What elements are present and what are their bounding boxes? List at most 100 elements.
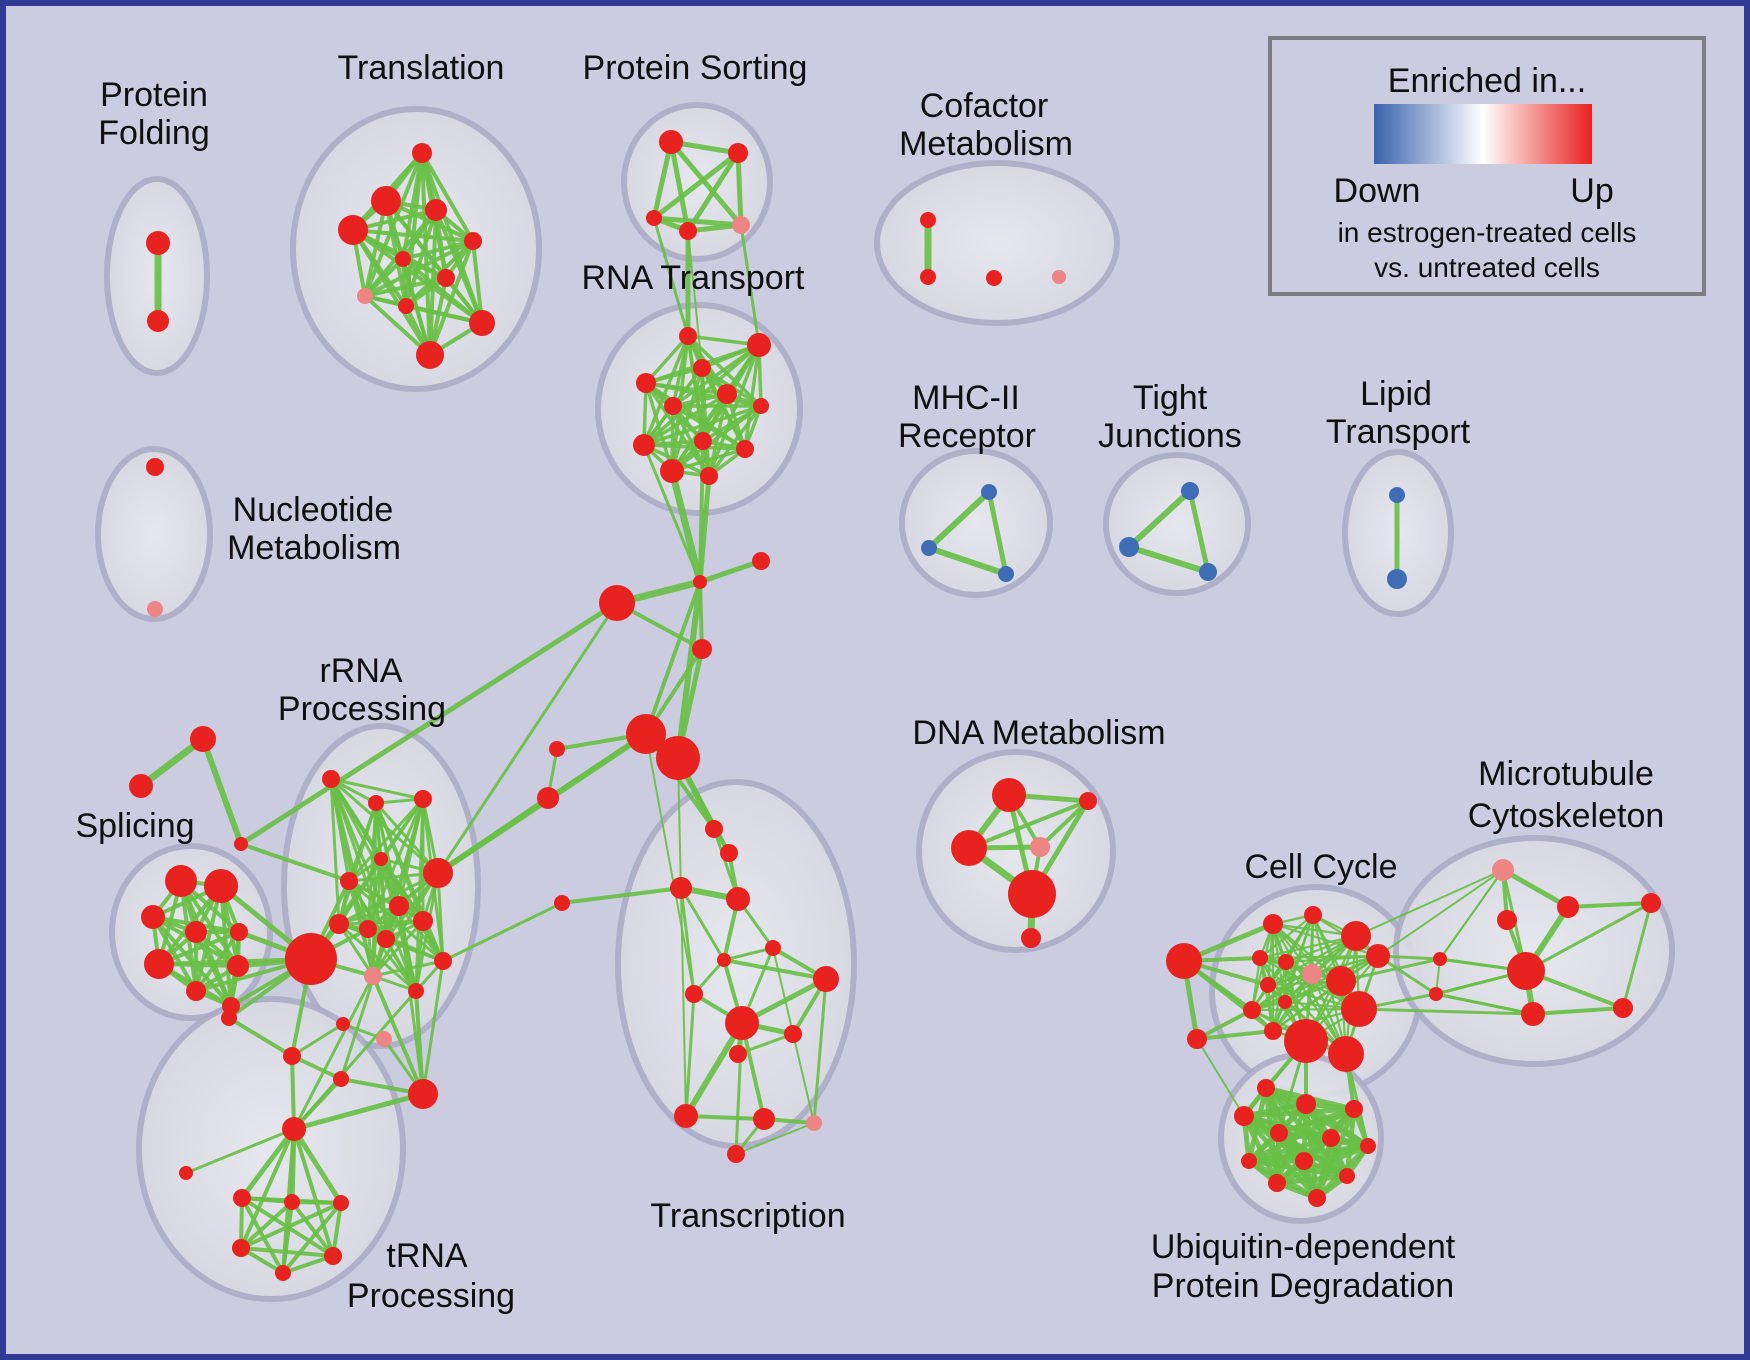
- gene-set-node-cell-cycle: [1260, 977, 1276, 993]
- gene-set-node-connector: [537, 787, 559, 809]
- gene-set-node-ubiquitin-dependent-protein-degradation: [1270, 1124, 1288, 1142]
- gene-set-node-rrna-processing: [322, 770, 340, 788]
- gene-set-node-cell-cycle: [1252, 950, 1268, 966]
- gene-set-node-ubiquitin-dependent-protein-degradation: [1296, 1094, 1316, 1114]
- network-edge: [926, 545, 1009, 577]
- network-edge: [560, 886, 683, 905]
- network-edge: [290, 1022, 345, 1058]
- network-edge: [292, 1127, 335, 1258]
- cluster-label-splicing: Splicing: [75, 807, 194, 845]
- network-edge: [1187, 488, 1211, 575]
- network-edge: [734, 1021, 744, 1156]
- network-edge: [151, 915, 233, 1008]
- gene-set-node-rna-transport: [753, 398, 769, 414]
- gene-set-node-rna-transport: [717, 384, 737, 404]
- gene-set-node-dna-metabolism: [1079, 792, 1097, 810]
- network-edge: [712, 827, 740, 901]
- network-edge: [1274, 1173, 1350, 1186]
- network-edge: [644, 381, 763, 408]
- network-edge: [670, 447, 747, 473]
- network-edge: [414, 919, 425, 993]
- gene-set-node-rrna-processing: [423, 858, 453, 888]
- gene-set-node-microtubule-cytoskeleton: [1641, 893, 1661, 913]
- gene-set-node-microtubule-cytoskeleton: [1557, 896, 1579, 918]
- gene-set-node-transcription: [765, 940, 781, 956]
- gene-set-node-cell-cycle: [1341, 921, 1371, 951]
- gene-set-node-rna-transport: [700, 467, 718, 485]
- gene-set-node-protein-folding: [147, 310, 169, 332]
- cluster-label-rrna-processing: Processing: [278, 690, 446, 728]
- gene-set-node-ubiquitin-dependent-protein-degradation: [1345, 1100, 1363, 1118]
- gene-set-node-connector: [190, 726, 216, 752]
- network-edge: [677, 757, 687, 1117]
- network-edge: [337, 919, 425, 926]
- network-edge: [1182, 959, 1275, 1033]
- legend-subtitle-line1: in estrogen-treated cells: [1337, 217, 1637, 248]
- network-edge: [184, 1127, 296, 1175]
- gene-set-node-ubiquitin-dependent-protein-degradation: [1257, 1079, 1275, 1097]
- network-edge: [1566, 901, 1653, 909]
- gene-set-node-splicing: [204, 869, 238, 903]
- network-edge: [436, 601, 619, 875]
- cluster-label-trna-processing: Processing: [347, 1277, 515, 1315]
- network-edge: [441, 901, 564, 963]
- gene-set-node-translation: [425, 199, 447, 221]
- network-edge: [239, 1201, 343, 1250]
- network-edge: [337, 922, 418, 993]
- network-edge: [179, 879, 240, 968]
- gene-set-node-protein-sorting: [659, 130, 683, 154]
- gene-set-node-ubiquitin-dependent-protein-degradation: [1234, 1106, 1254, 1126]
- gene-set-node-rna-transport: [747, 333, 771, 357]
- gene-set-node-cofactor-metabolism: [920, 269, 936, 285]
- network-edge: [290, 1054, 343, 1081]
- network-edge: [351, 228, 475, 243]
- gene-set-node-cofactor-metabolism: [920, 212, 936, 228]
- gene-set-node-connector: [692, 639, 712, 659]
- gene-set-node-transcription: [784, 1025, 802, 1043]
- gene-set-node-ubiquitin-dependent-protein-degradation: [1295, 1152, 1313, 1170]
- gene-set-node-dna-metabolism: [1021, 928, 1041, 948]
- gene-set-node-cell-cycle: [1302, 964, 1322, 984]
- cluster-ellipse-mhc-ii-receptor: [899, 448, 1053, 598]
- network-edge: [707, 404, 763, 478]
- cluster-ellipse-tight-junctions: [1103, 452, 1251, 596]
- network-edge: [679, 886, 726, 962]
- gene-set-node-transcription: [806, 1115, 822, 1131]
- gene-set-node-rrna-processing: [408, 983, 424, 999]
- network-edge: [238, 600, 620, 847]
- gene-set-node-cell-cycle: [1264, 1022, 1282, 1040]
- network-edge: [434, 208, 484, 325]
- network-edge: [1195, 1008, 1254, 1041]
- network-edge: [739, 223, 761, 347]
- network-edge: [1284, 954, 1380, 964]
- gene-set-node-cell-cycle: [1341, 991, 1377, 1027]
- gene-set-node-connector: [129, 774, 153, 798]
- gene-set-node-connector: [549, 741, 565, 757]
- network-edge: [1258, 956, 1348, 1056]
- cluster-label-tight-junctions: Tight: [1133, 379, 1208, 417]
- network-edge: [1195, 1029, 1275, 1041]
- gene-set-node-transcription: [725, 1006, 759, 1040]
- cluster-label-microtubule-cytoskeleton: Cytoskeleton: [1468, 797, 1665, 835]
- cluster-label-cell-cycle: Cell Cycle: [1244, 848, 1397, 886]
- gene-set-node-microtubule-cytoskeleton: [1429, 987, 1443, 1001]
- network-edge: [651, 150, 741, 221]
- gene-set-node-transcription: [813, 966, 839, 992]
- network-nodes: [129, 130, 1661, 1281]
- gene-set-node-rrna-processing: [389, 896, 409, 916]
- network-edge: [642, 392, 729, 447]
- gene-set-node-cell-cycle: [1328, 1036, 1364, 1072]
- gene-set-node-splicing: [165, 865, 197, 897]
- gene-set-node-trna-processing: [179, 1166, 193, 1180]
- gene-set-node-microtubule-cytoskeleton: [1613, 998, 1633, 1018]
- gene-set-node-cell-cycle: [1278, 954, 1294, 970]
- gene-set-node-mhc-ii-receptor: [921, 540, 937, 556]
- gene-set-node-translation: [464, 232, 482, 250]
- network-edge: [374, 801, 445, 963]
- network-edge: [337, 904, 401, 926]
- gene-set-node-rna-transport: [679, 327, 697, 345]
- gene-set-node-splicing: [185, 921, 207, 943]
- network-edge: [1531, 1006, 1625, 1016]
- network-edge: [697, 473, 712, 585]
